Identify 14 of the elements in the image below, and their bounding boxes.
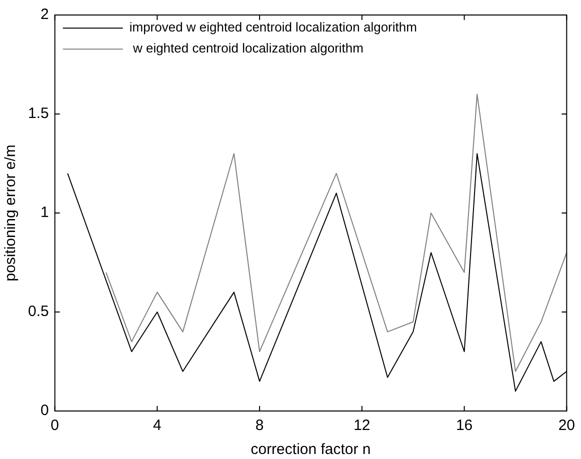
x-axis-title: correction factor n — [250, 441, 371, 458]
y-tick-label: 1.5 — [28, 105, 49, 122]
y-tick-label: 0 — [40, 402, 49, 420]
y-tick-label: 1 — [40, 204, 49, 222]
y-tick-label: 2 — [40, 6, 49, 24]
legend-label: w eighted centroid localization algorithm — [129, 40, 364, 56]
x-tick-label: 8 — [255, 417, 264, 434]
x-tick-label: 16 — [456, 417, 473, 434]
y-tick-label: 0.5 — [28, 303, 49, 320]
legend-label: improved w eighted centroid localization algorithm — [129, 20, 417, 35]
x-tick-label: 12 — [354, 417, 370, 434]
x-tick-label: 4 — [153, 417, 162, 434]
x-tick-label: 20 — [558, 417, 575, 434]
y-axis-title: positioning error e/m — [2, 144, 20, 282]
